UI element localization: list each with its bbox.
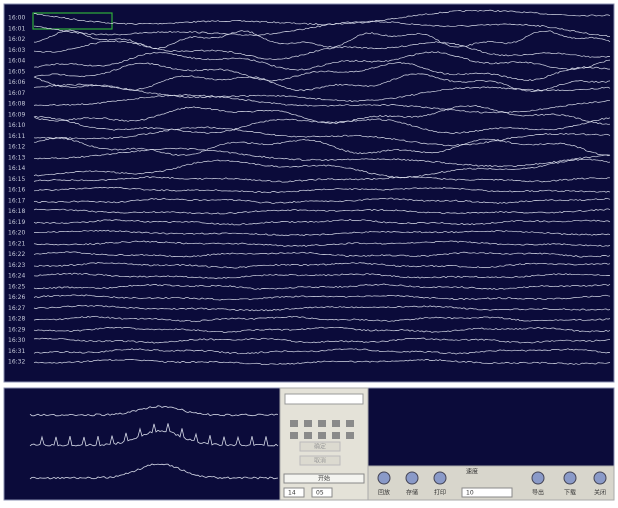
channel-label: 16:24 xyxy=(8,273,25,280)
start-label: 开始 xyxy=(318,475,330,483)
channel-label: 16:19 xyxy=(8,219,25,226)
channel-label: 16:18 xyxy=(8,208,25,215)
speed-value: 10 xyxy=(466,490,474,497)
channel-label: 16:14 xyxy=(8,165,25,172)
toolbar-label: 打印 xyxy=(434,489,446,497)
channel-label: 16:32 xyxy=(8,359,25,366)
channel-label: 16:31 xyxy=(8,348,25,355)
channel-label: 16:22 xyxy=(8,251,25,258)
channel-label: 16:30 xyxy=(8,337,25,344)
eeg-window: 16:00 16:01 16:02 16:03 16:04 16:05 16:06 16:07… xyxy=(0,0,618,504)
speed-label: 速度 xyxy=(466,468,478,476)
toolbar-icon[interactable] xyxy=(378,472,390,484)
channel-label: 16:01 xyxy=(8,25,25,32)
toolbar-label: 关闭 xyxy=(594,489,606,497)
time-minute: 05 xyxy=(316,490,324,497)
channel-label: 16:08 xyxy=(8,101,25,108)
time-hour: 14 xyxy=(288,490,296,497)
channel-label: 16:07 xyxy=(8,90,25,97)
channel-label: 16:27 xyxy=(8,305,25,312)
channel-label: 16:26 xyxy=(8,294,25,301)
channel-label: 16:20 xyxy=(8,230,25,237)
channel-label: 16:06 xyxy=(8,79,25,86)
channel-label: 16:11 xyxy=(8,133,25,140)
channel-label: 16:05 xyxy=(8,68,25,75)
toolbar-icon[interactable] xyxy=(532,472,544,484)
popup-button-label: 确定 xyxy=(314,443,326,451)
channel-label: 16:03 xyxy=(8,47,25,54)
channel-label: 16:17 xyxy=(8,197,25,204)
channel-label: 16:21 xyxy=(8,240,25,247)
toolbar-icon[interactable] xyxy=(406,472,418,484)
channel-label: 16:16 xyxy=(8,187,25,194)
popup-field xyxy=(285,394,363,404)
toolbar-icon[interactable] xyxy=(594,472,606,484)
toolbar-label: 回放 xyxy=(378,489,390,497)
toolbar-icon[interactable] xyxy=(564,472,576,484)
channel-label: 16:04 xyxy=(8,58,25,65)
popup-button-label: 取消 xyxy=(314,457,326,465)
toolbar-icon[interactable] xyxy=(434,472,446,484)
toolbar-label: 下载 xyxy=(564,489,576,497)
channel-label: 16:15 xyxy=(8,176,25,183)
channel-label: 16:25 xyxy=(8,283,25,290)
channel-label: 16:23 xyxy=(8,262,25,269)
channel-label: 16:12 xyxy=(8,144,25,151)
channel-label: 16:10 xyxy=(8,122,25,129)
toolbar-label: 导出 xyxy=(532,489,544,497)
channel-label: 16:02 xyxy=(8,36,25,43)
main-panel xyxy=(4,4,614,382)
channel-label: 16:00 xyxy=(8,15,25,22)
channel-label: 16:28 xyxy=(8,316,25,323)
toolbar-label: 存储 xyxy=(406,489,418,497)
channel-label: 16:29 xyxy=(8,326,25,333)
channel-label: 16:13 xyxy=(8,154,25,161)
channel-label: 16:09 xyxy=(8,111,25,118)
